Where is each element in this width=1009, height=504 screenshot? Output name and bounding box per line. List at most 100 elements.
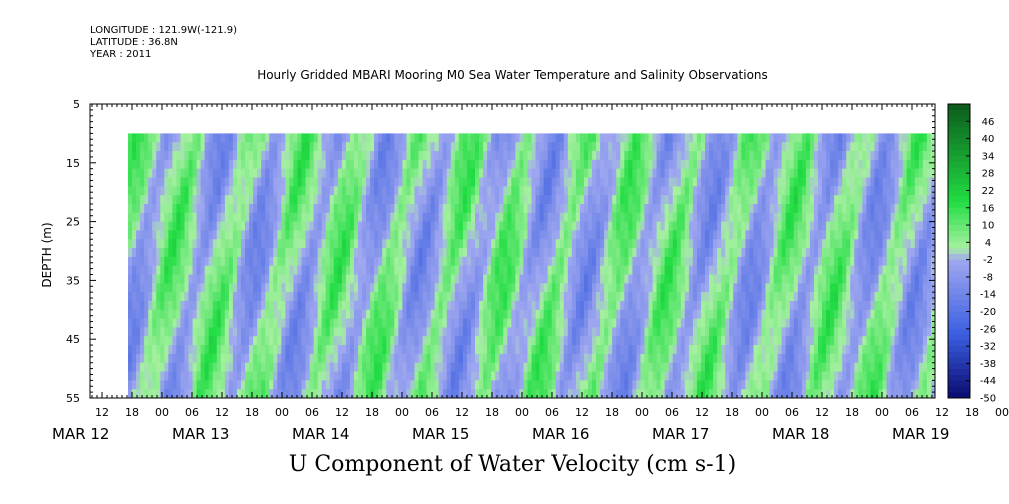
heatmap-cell: [575, 177, 581, 187]
heatmap-cell: [672, 230, 678, 240]
heatmap-cell: [785, 256, 791, 267]
heatmap-cell: [773, 151, 779, 161]
heatmap-cell: [495, 212, 500, 223]
heatmap-cell: [378, 274, 383, 284]
heatmap-cell: [475, 248, 480, 258]
heatmap-cell: [378, 362, 383, 373]
heatmap-cell: [543, 283, 549, 293]
heatmap-cell: [507, 159, 512, 170]
heatmap-cell: [628, 265, 633, 276]
heatmap-cell: [188, 256, 194, 267]
heatmap-cell: [503, 221, 508, 232]
heatmap-cell: [293, 212, 299, 223]
heatmap-cell: [180, 151, 186, 161]
heatmap-cell: [579, 353, 585, 364]
heatmap-cell: [555, 274, 561, 284]
heatmap-cell: [422, 203, 428, 214]
heatmap-cell: [620, 248, 625, 258]
heatmap-cell: [608, 248, 613, 258]
heatmap-cell: [741, 186, 746, 196]
heatmap-cell: [773, 345, 779, 355]
heatmap-cell: [466, 283, 472, 293]
heatmap-cell: [184, 283, 190, 293]
heatmap-cell: [341, 362, 347, 373]
heatmap-cell: [273, 336, 278, 346]
heatmap-cell: [797, 212, 803, 223]
heatmap-cell: [406, 327, 412, 337]
heatmap-cell: [543, 177, 549, 187]
heatmap-cell: [289, 353, 295, 364]
heatmap-cell: [660, 159, 666, 170]
heatmap-cell: [680, 186, 686, 196]
heatmap-cell: [160, 380, 165, 390]
heatmap-cell: [519, 345, 525, 355]
heatmap-cell: [523, 168, 529, 179]
heatmap-cell: [200, 203, 206, 214]
heatmap-cell: [692, 230, 698, 240]
heatmap-cell: [672, 177, 678, 187]
heatmap-cell: [232, 300, 238, 311]
heatmap-cell: [636, 195, 642, 205]
heatmap-cell: [297, 327, 303, 337]
heatmap-cell: [345, 265, 351, 276]
heatmap-cell: [345, 168, 351, 179]
heatmap-cell: [551, 318, 557, 329]
heatmap-cell: [422, 168, 428, 179]
heatmap-cell: [487, 256, 492, 267]
heatmap-cell: [741, 300, 746, 311]
heatmap-cell: [769, 195, 775, 205]
heatmap-cell: [789, 159, 795, 170]
heatmap-cell: [265, 292, 270, 302]
heatmap-cell: [128, 203, 133, 214]
heatmap-cell: [240, 142, 246, 152]
heatmap-cell: [555, 265, 561, 276]
heatmap-cell: [483, 239, 488, 249]
heatmap-cell: [337, 309, 343, 320]
heatmap-cell: [733, 159, 738, 170]
heatmap-cell: [454, 151, 460, 161]
heatmap-cell: [370, 221, 375, 232]
heatmap-cell: [454, 380, 460, 390]
heatmap-cell: [402, 380, 408, 390]
heatmap-cell: [414, 239, 420, 249]
heatmap-cell: [289, 142, 295, 152]
heatmap-cell: [583, 142, 589, 152]
heatmap-cell: [749, 203, 755, 214]
heatmap-cell: [672, 151, 678, 161]
heatmap-cell: [208, 142, 214, 152]
heatmap-cell: [713, 336, 718, 346]
heatmap-cell: [652, 151, 658, 161]
heatmap-cell: [132, 248, 137, 258]
heatmap-cell: [672, 133, 678, 143]
heatmap-cell: [769, 203, 775, 214]
heatmap-cell: [224, 221, 230, 232]
heatmap-cell: [470, 168, 476, 179]
heatmap-cell: [515, 159, 520, 170]
heatmap-cell: [253, 151, 258, 161]
heatmap-cell: [648, 353, 654, 364]
heatmap-cell: [749, 256, 755, 267]
heatmap-cell: [172, 239, 178, 249]
heatmap-cell: [632, 345, 638, 355]
heatmap-cell: [349, 309, 355, 320]
heatmap-cell: [644, 345, 650, 355]
heatmap-cell: [547, 292, 553, 302]
heatmap-cell: [325, 265, 331, 276]
heatmap-cell: [281, 203, 286, 214]
heatmap-cell: [462, 195, 468, 205]
heatmap-cell: [612, 168, 617, 179]
heatmap-cell: [684, 239, 690, 249]
heatmap-cell: [757, 142, 763, 152]
heatmap-cell: [418, 380, 424, 390]
heatmap-cell: [204, 318, 210, 329]
heatmap-cell: [450, 300, 456, 311]
heatmap-cell: [487, 203, 492, 214]
heatmap-cell: [470, 292, 476, 302]
heatmap-cell: [140, 265, 145, 276]
heatmap-cell: [293, 159, 299, 170]
heatmap-cell: [438, 389, 444, 398]
heatmap-cell: [749, 159, 755, 170]
heatmap-cell: [785, 300, 791, 311]
heatmap-cell: [426, 195, 432, 205]
heatmap-cell: [466, 265, 472, 276]
